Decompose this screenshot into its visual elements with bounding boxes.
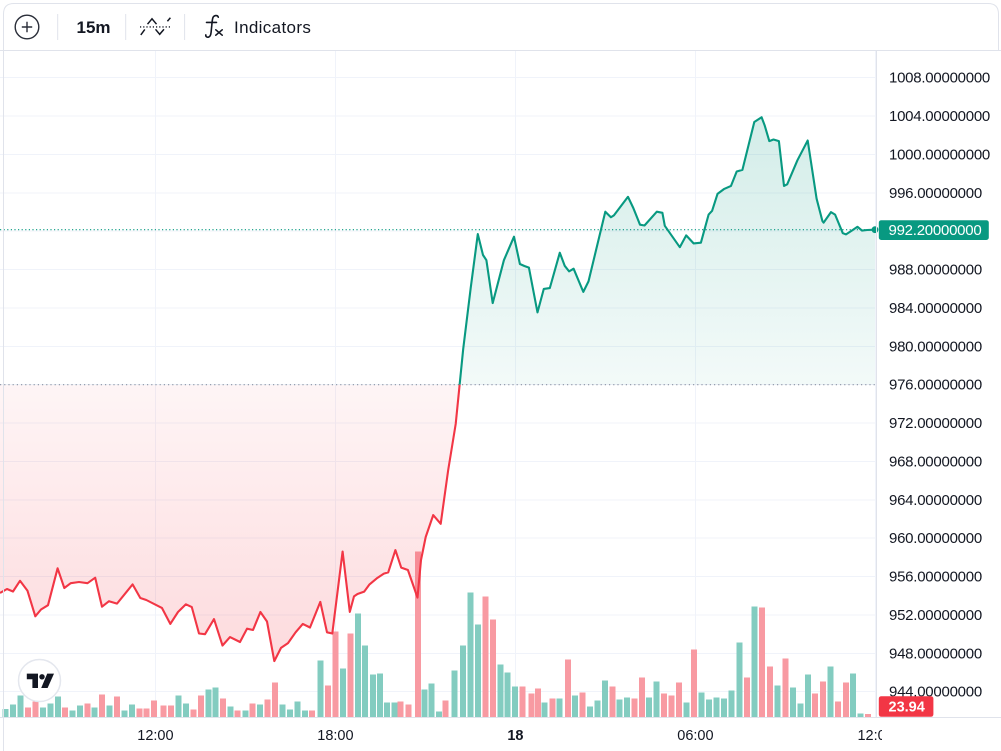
svg-text:996.00000000: 996.00000000 (889, 185, 982, 202)
svg-text:948.00000000: 948.00000000 (889, 645, 982, 662)
svg-text:976.00000000: 976.00000000 (889, 377, 982, 394)
svg-text:1008.00000000: 1008.00000000 (889, 70, 990, 87)
svg-text:968.00000000: 968.00000000 (889, 453, 982, 470)
svg-text:956.00000000: 956.00000000 (889, 569, 982, 586)
svg-text:06:00: 06:00 (677, 728, 713, 744)
svg-text:1000.00000000: 1000.00000000 (889, 146, 990, 163)
svg-text:18: 18 (507, 728, 523, 744)
svg-text:12:00: 12:00 (857, 728, 893, 744)
svg-text:984.00000000: 984.00000000 (889, 300, 982, 317)
svg-text:18:00: 18:00 (317, 728, 353, 744)
svg-text:980.00000000: 980.00000000 (889, 338, 982, 355)
svg-text:Indicators: Indicators (234, 18, 311, 37)
svg-text:1004.00000000: 1004.00000000 (889, 108, 990, 125)
svg-text:952.00000000: 952.00000000 (889, 607, 982, 624)
svg-text:992.20000000: 992.20000000 (889, 222, 982, 239)
svg-text:964.00000000: 964.00000000 (889, 492, 982, 509)
svg-text:988.00000000: 988.00000000 (889, 262, 982, 279)
svg-text:12:00: 12:00 (137, 728, 173, 744)
svg-text:972.00000000: 972.00000000 (889, 415, 982, 432)
svg-text:960.00000000: 960.00000000 (889, 530, 982, 547)
svg-text:15m: 15m (77, 18, 111, 37)
svg-text:23.94: 23.94 (889, 700, 925, 716)
